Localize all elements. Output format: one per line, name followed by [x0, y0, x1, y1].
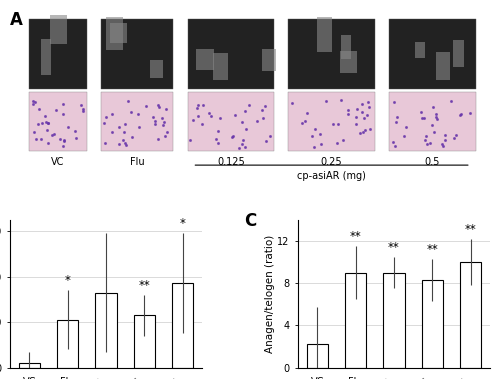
Bar [110, 23, 128, 43]
Bar [57, 320, 78, 368]
Text: 0.25: 0.25 [410, 376, 432, 379]
Bar [453, 39, 464, 67]
Bar [306, 345, 328, 368]
Text: **: ** [350, 230, 362, 243]
Bar [436, 52, 450, 80]
Bar [460, 262, 481, 368]
Text: Flu: Flu [60, 376, 75, 379]
Text: A: A [10, 11, 23, 29]
Bar [150, 60, 164, 78]
Bar [340, 52, 356, 72]
Bar [172, 283, 194, 368]
Bar [188, 19, 274, 89]
Y-axis label: Anagen/telogen (ratio): Anagen/telogen (ratio) [264, 235, 274, 353]
Bar [40, 39, 51, 75]
Text: cp-asiAR (mg): cp-asiAR (mg) [297, 171, 366, 181]
Bar [414, 42, 424, 58]
Bar [29, 92, 87, 151]
Bar [389, 19, 476, 89]
Text: VC: VC [310, 376, 324, 379]
Bar [106, 17, 122, 50]
Text: 0.125: 0.125 [80, 376, 106, 379]
Text: Flu: Flu [130, 157, 144, 168]
Bar [340, 35, 351, 59]
Bar [213, 53, 228, 80]
Text: VC: VC [52, 157, 64, 168]
Text: 0.5: 0.5 [424, 157, 440, 168]
Bar [196, 49, 214, 70]
Bar [345, 273, 366, 368]
Bar [316, 17, 332, 52]
Text: 0.25: 0.25 [122, 376, 144, 379]
Text: VC: VC [22, 376, 36, 379]
Text: C: C [244, 212, 256, 230]
Text: *: * [180, 218, 186, 230]
Text: **: ** [426, 243, 438, 256]
Text: 0.5: 0.5 [453, 376, 471, 379]
Bar [101, 19, 173, 89]
Bar [29, 19, 87, 89]
Text: **: ** [138, 279, 150, 292]
Text: **: ** [465, 223, 476, 236]
Bar [389, 92, 476, 151]
Text: 0.25: 0.25 [321, 157, 342, 168]
Bar [18, 363, 40, 368]
Bar [288, 19, 375, 89]
Bar [262, 49, 276, 72]
Text: *: * [64, 274, 70, 287]
Text: **: ** [388, 241, 400, 254]
Bar [422, 280, 443, 368]
Bar [188, 92, 274, 151]
Text: 0.125: 0.125 [368, 376, 394, 379]
Bar [101, 92, 173, 151]
Bar [96, 293, 116, 368]
Bar [50, 15, 67, 44]
Bar [384, 273, 404, 368]
Bar [134, 315, 155, 368]
Text: 0.5: 0.5 [165, 376, 183, 379]
Text: 0.125: 0.125 [217, 157, 244, 168]
Bar [288, 92, 375, 151]
Text: Flu: Flu [348, 376, 363, 379]
